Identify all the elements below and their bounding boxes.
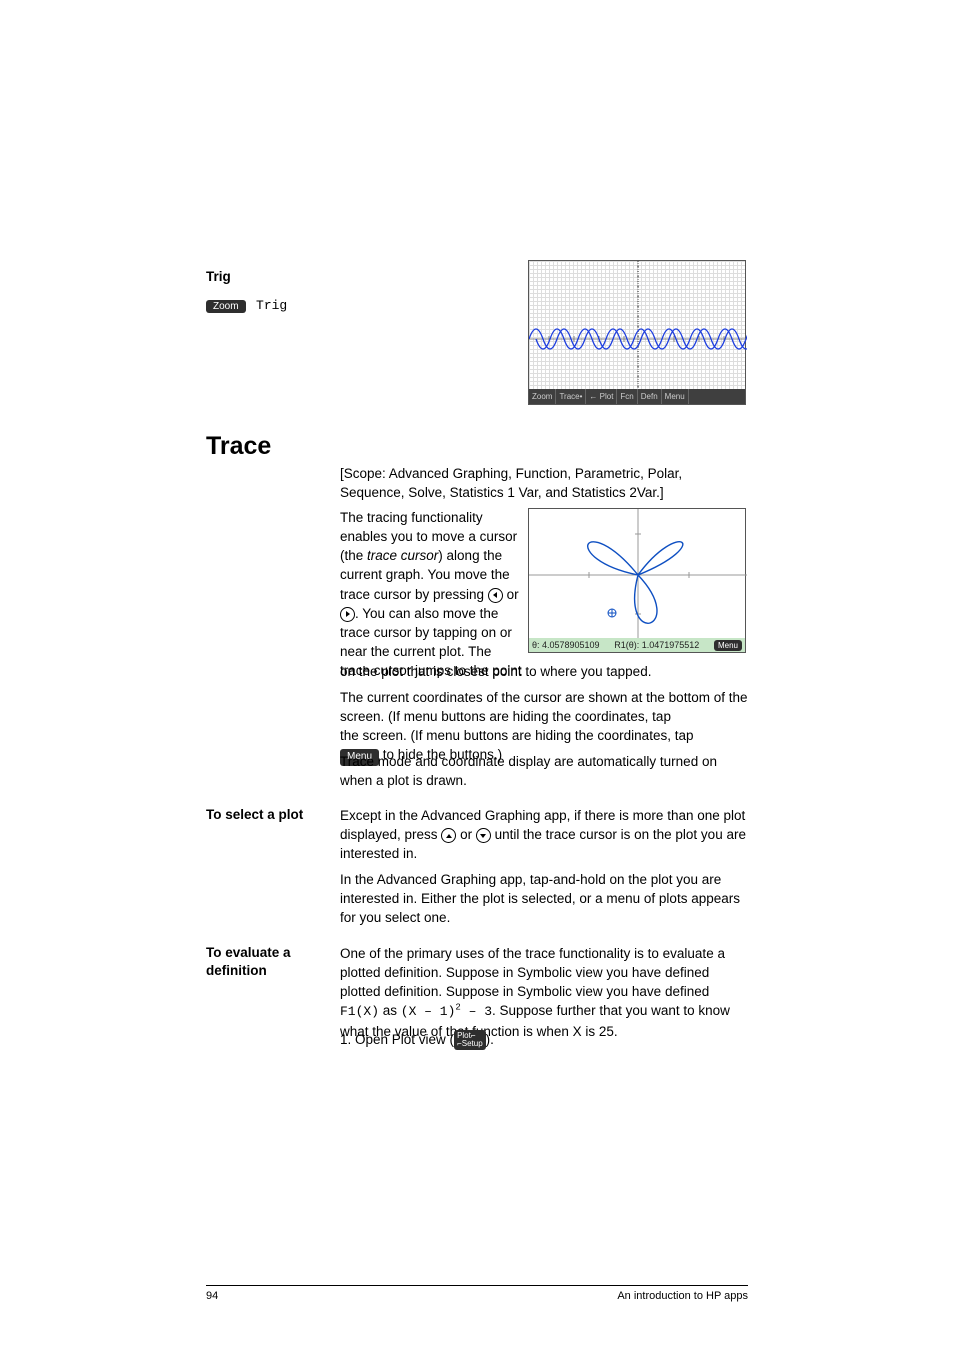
footer-title: An introduction to HP apps <box>617 1290 748 1302</box>
page-number: 94 <box>206 1290 218 1302</box>
calc1-backplot: ← Plot <box>586 389 617 404</box>
calc1-trace: Trace• <box>556 389 586 404</box>
left-key-icon <box>488 588 503 603</box>
calc2-r1: R1(θ): 1.0471975512 <box>614 640 699 650</box>
down-key-icon <box>476 828 491 843</box>
calc1-menu-bar: Zoom Trace• ← Plot Fcn Defn Menu <box>529 389 745 404</box>
trace-heading: Trace <box>206 432 271 461</box>
up-key-icon <box>441 828 456 843</box>
calc1-menu: Menu <box>662 389 689 404</box>
calc1-fcn: Fcn <box>617 389 637 404</box>
right-key-icon <box>340 607 355 622</box>
calc2-readout: θ: 4.0578905109 R1(θ): 1.0471975512 Menu <box>529 638 745 652</box>
calc2-theta: θ: 4.0578905109 <box>532 640 600 650</box>
trace-plot-screenshot: θ: 4.0578905109 R1(θ): 1.0471975512 Menu <box>528 508 746 653</box>
calc1-defn: Defn <box>638 389 662 404</box>
trace-p2-line2: the screen. (If menu buttons are hiding … <box>340 728 693 743</box>
trig-heading: Trig <box>206 268 406 286</box>
select-plot-p1: Except in the Advanced Graphing app, if … <box>340 806 748 863</box>
calc1-zoom: Zoom <box>529 389 556 404</box>
eval-def-p1: One of the primary uses of the trace fun… <box>340 944 748 1041</box>
trace-p1-wide: on the plot that is closest point to whe… <box>340 662 748 681</box>
eval-def-step1: 1. Open Plot view (Plot⌐⌐Setup). <box>340 1030 748 1050</box>
trig-plot-screenshot: Zoom Trace• ← Plot Fcn Defn Menu <box>528 260 746 405</box>
eval-def-label: To evaluate a definition <box>206 944 336 979</box>
trace-p1-narrow: The tracing functionality enables you to… <box>340 508 524 680</box>
calc2-menu-btn: Menu <box>714 640 742 651</box>
zoom-button: Zoom <box>206 300 246 313</box>
trace-scope: [Scope: Advanced Graphing, Function, Par… <box>340 464 748 502</box>
trace-p3: Trace mode and coordinate display are au… <box>340 752 748 790</box>
page-footer: 94 An introduction to HP apps <box>206 1285 748 1302</box>
plot-key-icon: Plot⌐⌐Setup <box>454 1030 486 1050</box>
select-plot-p2: In the Advanced Graphing app, tap-and-ho… <box>340 870 748 927</box>
select-plot-label: To select a plot <box>206 806 336 824</box>
trig-menu-text: Trig <box>256 298 287 313</box>
